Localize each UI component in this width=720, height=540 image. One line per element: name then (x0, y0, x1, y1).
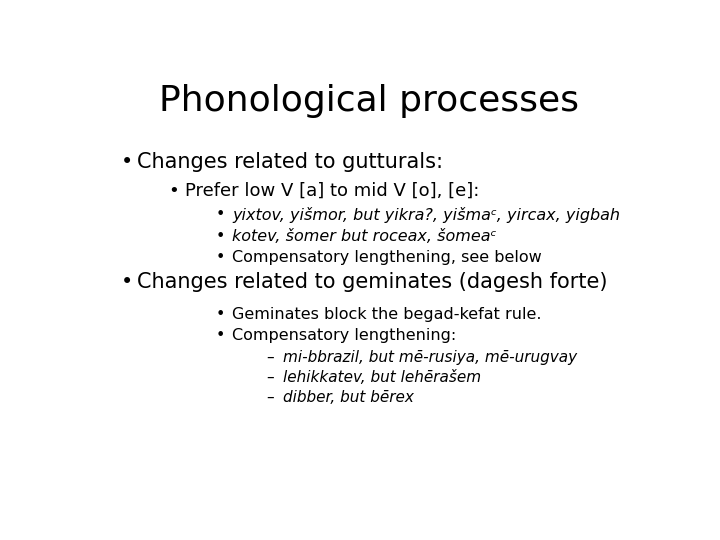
Text: –: – (266, 390, 274, 405)
Text: –: – (266, 370, 274, 385)
Text: •: • (215, 250, 225, 265)
Text: –: – (266, 350, 274, 365)
Text: •: • (215, 307, 225, 322)
Text: •: • (121, 272, 133, 292)
Text: •: • (168, 182, 179, 200)
Text: •: • (215, 228, 225, 244)
Text: •: • (215, 328, 225, 343)
Text: kotev, šomer but roceax, šomeaᶜ: kotev, šomer but roceax, šomeaᶜ (233, 228, 497, 244)
Text: mi-bbrazil, but mē-rusiya, mē-urugvay: mi-bbrazil, but mē-rusiya, mē-urugvay (282, 350, 577, 365)
Text: Phonological processes: Phonological processes (159, 84, 579, 118)
Text: Prefer low V [a] to mid V [o], [e]:: Prefer low V [a] to mid V [o], [e]: (185, 182, 480, 200)
Text: Geminates block the begad-kefat rule.: Geminates block the begad-kefat rule. (233, 307, 541, 322)
Text: •: • (121, 152, 133, 172)
Text: Compensatory lengthening, see below: Compensatory lengthening, see below (233, 250, 542, 265)
Text: Changes related to geminates (dagesh forte): Changes related to geminates (dagesh for… (138, 272, 608, 292)
Text: •: • (215, 207, 225, 222)
Text: Changes related to gutturals:: Changes related to gutturals: (138, 152, 444, 172)
Text: lehikkatev, but lehērašem: lehikkatev, but lehērašem (282, 370, 481, 385)
Text: dibber, but bērex: dibber, but bērex (282, 390, 413, 405)
Text: yixtov, yišmor, but yikra?, yišmaᶜ, yircax, yigbah: yixtov, yišmor, but yikra?, yišmaᶜ, yirc… (233, 207, 621, 223)
Text: Compensatory lengthening:: Compensatory lengthening: (233, 328, 456, 343)
